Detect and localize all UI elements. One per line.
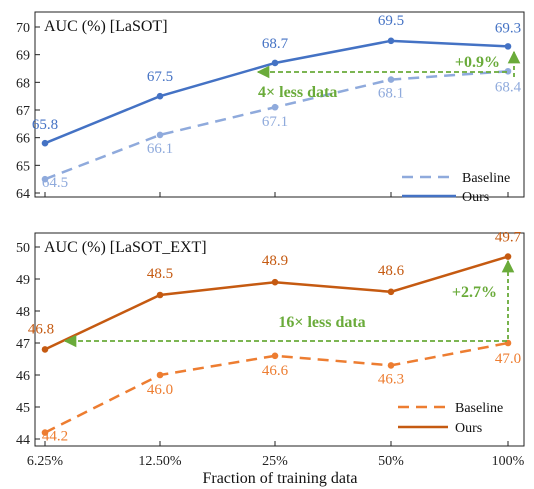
y-tick-label: 70 xyxy=(16,21,30,36)
x-tick-label: 6.25% xyxy=(27,454,64,469)
series-line-ours xyxy=(44,255,509,351)
data-point xyxy=(387,76,395,83)
y-tick-label: 68 xyxy=(16,76,30,91)
y-tick-label: 46 xyxy=(16,369,30,384)
series-line-baseline xyxy=(44,341,509,434)
y-tick-label: 48 xyxy=(16,305,30,320)
y-tick-label: 50 xyxy=(16,241,30,256)
data-point xyxy=(271,59,279,67)
y-tick-label: 67 xyxy=(16,104,30,119)
data-point xyxy=(387,362,395,369)
data-point xyxy=(41,346,49,353)
data-label: 46.6 xyxy=(262,363,289,379)
data-label: 46.3 xyxy=(378,371,404,387)
data-point xyxy=(156,291,164,299)
data-label: 68.1 xyxy=(378,86,404,102)
data-point xyxy=(156,371,164,379)
data-point xyxy=(387,37,395,45)
less-data-annotation: 4× less data xyxy=(258,84,337,101)
y-tick-label: 49 xyxy=(16,273,30,288)
x-tick-label: 50% xyxy=(378,454,404,469)
data-label: 66.1 xyxy=(147,141,173,157)
panel-title: AUC (%) [LaSOT] xyxy=(44,18,168,35)
less-data-annotation: 16× less data xyxy=(278,314,365,331)
data-label: 69.5 xyxy=(378,13,404,29)
data-label: 67.5 xyxy=(147,69,173,85)
y-tick-label: 65 xyxy=(16,159,30,174)
data-point xyxy=(504,43,512,50)
plot-frame xyxy=(34,232,525,447)
data-point xyxy=(387,288,395,296)
panel-title: AUC (%) [LaSOT_EXT] xyxy=(44,239,207,256)
data-point xyxy=(41,175,49,183)
legend-entry: Ours xyxy=(462,190,489,205)
data-label: 48.9 xyxy=(262,253,288,269)
y-tick-label: 47 xyxy=(16,337,30,352)
y-tick-label: 45 xyxy=(16,401,30,416)
data-label: 46.8 xyxy=(28,321,54,337)
x-tick-label: 100% xyxy=(492,454,525,469)
data-label: 44.2 xyxy=(42,429,68,445)
data-label: 48.6 xyxy=(378,263,405,279)
x-axis-label: Fraction of training data xyxy=(202,470,357,487)
y-tick-label: 66 xyxy=(16,132,30,147)
data-label: 47.0 xyxy=(495,351,521,367)
plot-frame xyxy=(34,11,525,198)
chart-panel-2: 44 45 46 47 48 49 50 6.25% 12.50% 25% 50% 100% AUC (… xyxy=(16,230,525,487)
data-point xyxy=(156,92,164,100)
data-point xyxy=(41,429,49,436)
data-label: 65.8 xyxy=(32,117,58,133)
y-tick-label: 69 xyxy=(16,49,30,64)
data-label: 48.5 xyxy=(147,266,173,282)
data-label: 49.7 xyxy=(495,230,522,246)
data-point xyxy=(271,103,279,111)
gain-annotation: +2.7% xyxy=(452,284,497,301)
legend-entry: Ours xyxy=(455,421,482,436)
data-point xyxy=(504,67,512,75)
legend-entry: Baseline xyxy=(462,171,510,186)
x-tick-label: 12.50% xyxy=(138,454,182,469)
gain-annotation: +0.9% xyxy=(455,54,500,71)
data-point xyxy=(41,139,49,147)
legend-entry: Baseline xyxy=(455,401,503,416)
y-tick-label: 44 xyxy=(16,433,30,448)
chart-panel-1: 64 65 66 67 68 69 70 AUC (%) [LaSOT] 64.5 66.1 67.… xyxy=(16,11,525,205)
x-tick-label: 25% xyxy=(262,454,288,469)
data-label: 69.3 xyxy=(495,20,521,36)
data-label: 68.4 xyxy=(495,79,522,95)
data-point xyxy=(504,253,512,260)
data-label: 46.0 xyxy=(147,382,173,398)
data-label: 67.1 xyxy=(262,114,288,130)
y-tick-label: 64 xyxy=(16,187,30,202)
data-point xyxy=(271,352,279,360)
data-label: 68.7 xyxy=(262,36,289,52)
data-point xyxy=(156,131,164,139)
data-label: 64.5 xyxy=(42,175,68,191)
data-point xyxy=(271,278,279,286)
